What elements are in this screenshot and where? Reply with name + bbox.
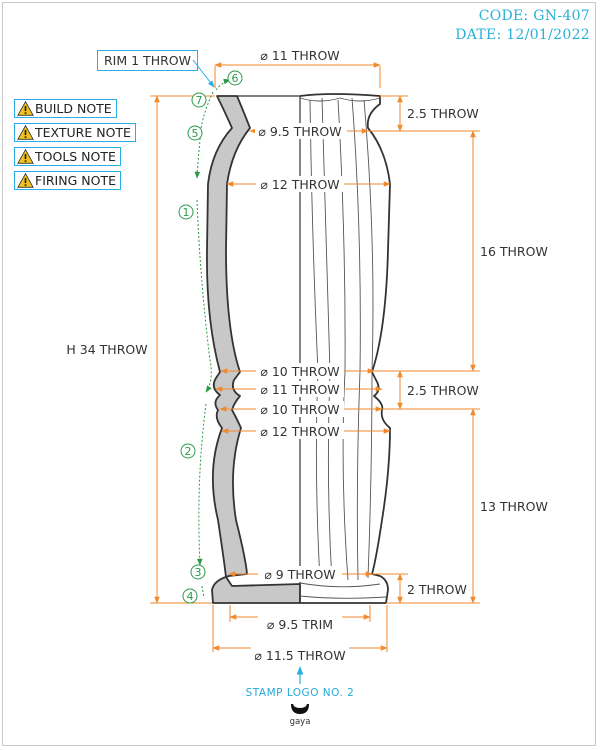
stamp-logo: gaya: [290, 704, 311, 727]
dim-ring-height: 2.5 THROW: [407, 383, 479, 398]
tools-note-label: TOOLS NOTE: [35, 149, 116, 164]
dim-top-diameter: ⌀ 11 THROW: [260, 48, 339, 63]
build-note-label: BUILD NOTE: [35, 101, 112, 116]
step-markers: 1 2 3 4 5 6 7: [178, 70, 243, 604]
dim-shoulder-diameter: ⌀ 12 THROW: [260, 177, 339, 192]
dim-foot-height: 2 THROW: [407, 582, 467, 597]
dim-foot-diameter: ⌀ 9 THROW: [264, 567, 335, 582]
dim-waist2-diameter: ⌀ 10 THROW: [260, 402, 339, 417]
stamp-logo-text: gaya: [290, 717, 311, 727]
texture-note-button[interactable]: TEXTURE NOTE: [14, 123, 136, 142]
step-5: 5: [192, 127, 199, 140]
step-7: 7: [196, 94, 203, 107]
drawing-date: DATE: 12/01/2022: [455, 27, 590, 43]
warning-icon: [17, 124, 34, 140]
stamp-label: STAMP LOGO NO. 2: [246, 687, 355, 699]
drawing-code: CODE: GN-407: [478, 8, 590, 24]
dim-neck-height: 2.5 THROW: [407, 106, 479, 121]
dim-neck-diameter: ⌀ 9.5 THROW: [258, 124, 341, 139]
warning-icon: [17, 100, 34, 116]
rim-leader: [192, 59, 215, 88]
dim-hip-diameter: ⌀ 12 THROW: [260, 424, 339, 439]
step-3: 3: [195, 566, 202, 579]
vase-exterior-profile: [299, 93, 391, 604]
firing-note-button[interactable]: FIRING NOTE: [14, 171, 121, 190]
warning-icon: [17, 172, 34, 188]
dim-upper-height: 16 THROW: [480, 244, 548, 259]
firing-note-label: FIRING NOTE: [35, 173, 116, 188]
dim-trim-diameter: ⌀ 9.5 TRIM: [267, 617, 333, 632]
dim-total-height: H 34 THROW: [66, 342, 147, 357]
rim-label-callout[interactable]: RIM 1 THROW: [97, 50, 198, 71]
step-4: 4: [187, 590, 194, 603]
texture-lines: [299, 97, 387, 599]
dim-base-diameter: ⌀ 11.5 THROW: [254, 648, 345, 663]
build-note-button[interactable]: BUILD NOTE: [14, 99, 117, 118]
tools-note-button[interactable]: TOOLS NOTE: [14, 147, 121, 166]
dim-waist1-diameter: ⌀ 10 THROW: [260, 364, 339, 379]
texture-note-label: TEXTURE NOTE: [35, 125, 131, 140]
dim-lower-height: 13 THROW: [480, 499, 548, 514]
vase-section-wall: [206, 95, 301, 604]
step-2: 2: [185, 445, 192, 458]
dim-ring-diameter: ⌀ 11 THROW: [260, 382, 339, 397]
step-6: 6: [232, 72, 239, 85]
warning-icon: [17, 148, 34, 164]
step-1: 1: [183, 206, 190, 219]
